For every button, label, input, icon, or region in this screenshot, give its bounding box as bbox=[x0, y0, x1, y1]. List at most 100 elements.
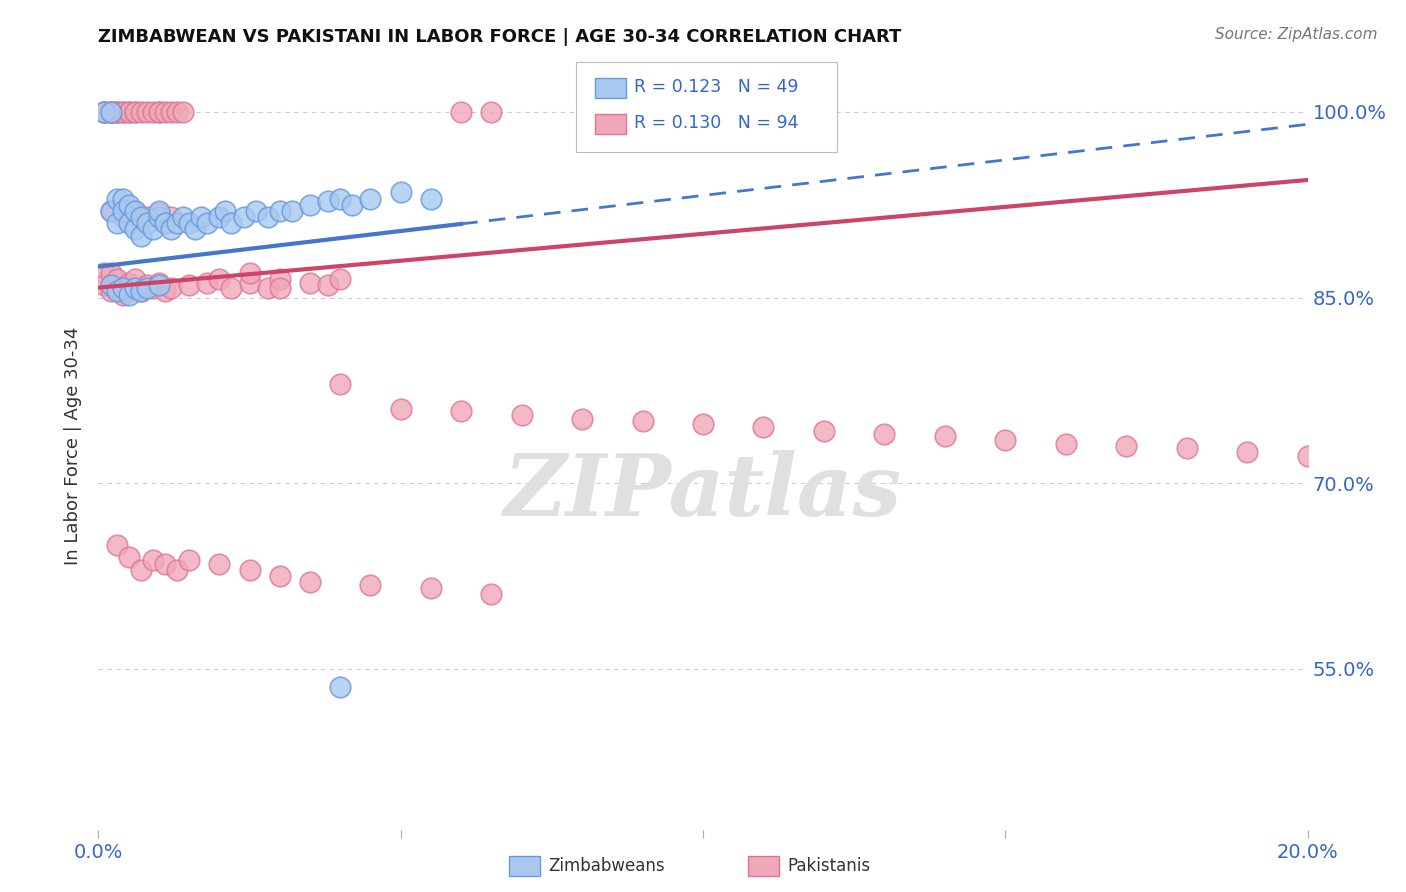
Point bbox=[135, 280, 157, 294]
Point bbox=[153, 104, 176, 119]
Point bbox=[135, 104, 157, 119]
Point bbox=[813, 424, 835, 438]
Point bbox=[142, 104, 165, 119]
Point bbox=[510, 408, 533, 422]
Point bbox=[360, 577, 382, 591]
Point bbox=[179, 553, 201, 567]
Point bbox=[148, 104, 170, 119]
Point bbox=[208, 272, 231, 286]
Point bbox=[239, 276, 262, 290]
Point bbox=[172, 104, 194, 119]
Point bbox=[1236, 445, 1258, 459]
Point bbox=[148, 278, 170, 293]
Point bbox=[239, 266, 262, 280]
Point bbox=[389, 401, 412, 416]
Point bbox=[316, 194, 339, 208]
Point bbox=[232, 210, 254, 224]
Point bbox=[148, 210, 170, 224]
Point bbox=[148, 276, 170, 290]
Point bbox=[105, 192, 128, 206]
Point bbox=[148, 104, 170, 119]
Point bbox=[450, 104, 472, 119]
Point bbox=[184, 222, 207, 236]
Point bbox=[269, 280, 291, 294]
Point bbox=[179, 278, 201, 293]
Point bbox=[148, 203, 170, 218]
Y-axis label: In Labor Force | Age 30-34: In Labor Force | Age 30-34 bbox=[65, 326, 83, 566]
Point bbox=[105, 104, 128, 119]
Point bbox=[221, 216, 243, 230]
Point bbox=[450, 404, 472, 418]
Point bbox=[118, 276, 141, 290]
Point bbox=[118, 104, 141, 119]
Point bbox=[221, 280, 243, 294]
Point bbox=[166, 563, 188, 577]
Point bbox=[93, 104, 115, 119]
Point bbox=[299, 198, 322, 212]
Point bbox=[172, 210, 194, 224]
Point bbox=[1054, 436, 1077, 450]
Point bbox=[179, 216, 201, 230]
Point bbox=[316, 278, 339, 293]
Point bbox=[124, 222, 146, 236]
Point bbox=[329, 272, 352, 286]
Point bbox=[148, 206, 170, 220]
Point bbox=[105, 280, 128, 294]
Point bbox=[166, 216, 188, 230]
Point bbox=[571, 411, 593, 425]
Point bbox=[160, 104, 183, 119]
Point bbox=[1175, 442, 1198, 456]
Point bbox=[111, 104, 134, 119]
Point bbox=[93, 104, 115, 119]
Point bbox=[124, 272, 146, 286]
Point bbox=[100, 278, 122, 293]
Point bbox=[208, 557, 231, 571]
Point bbox=[111, 210, 134, 224]
Point bbox=[105, 104, 128, 119]
Point bbox=[118, 198, 141, 212]
Point bbox=[105, 216, 128, 230]
Point bbox=[692, 417, 714, 431]
Point bbox=[299, 276, 322, 290]
Point bbox=[129, 563, 152, 577]
Point bbox=[135, 216, 157, 230]
Text: Source: ZipAtlas.com: Source: ZipAtlas.com bbox=[1215, 27, 1378, 42]
Point bbox=[160, 280, 183, 294]
Point bbox=[160, 222, 183, 236]
Point bbox=[160, 210, 183, 224]
Point bbox=[245, 203, 267, 218]
Point bbox=[105, 104, 128, 119]
Point bbox=[100, 266, 122, 280]
Point bbox=[118, 285, 141, 299]
Point bbox=[239, 563, 262, 577]
Point bbox=[100, 285, 122, 299]
Point bbox=[208, 210, 231, 224]
Point bbox=[105, 538, 128, 552]
Point bbox=[481, 104, 503, 119]
Point bbox=[142, 280, 165, 294]
Point bbox=[190, 210, 212, 224]
Point bbox=[111, 192, 134, 206]
Point bbox=[153, 557, 176, 571]
Point bbox=[329, 192, 352, 206]
Point bbox=[129, 285, 152, 299]
Point bbox=[195, 276, 218, 290]
Point bbox=[142, 553, 165, 567]
Point bbox=[153, 285, 176, 299]
Point bbox=[118, 288, 141, 302]
Point bbox=[281, 203, 304, 218]
Point bbox=[100, 203, 122, 218]
Point bbox=[124, 104, 146, 119]
Point bbox=[129, 104, 152, 119]
Point bbox=[166, 104, 188, 119]
Point bbox=[124, 104, 146, 119]
Point bbox=[129, 285, 152, 299]
Point bbox=[111, 280, 134, 294]
Text: R = 0.123   N = 49: R = 0.123 N = 49 bbox=[634, 78, 799, 96]
Point bbox=[873, 426, 896, 441]
Text: Zimbabweans: Zimbabweans bbox=[548, 857, 665, 875]
Point bbox=[692, 104, 714, 119]
Point bbox=[129, 210, 152, 224]
Point bbox=[111, 104, 134, 119]
Point bbox=[100, 104, 122, 119]
